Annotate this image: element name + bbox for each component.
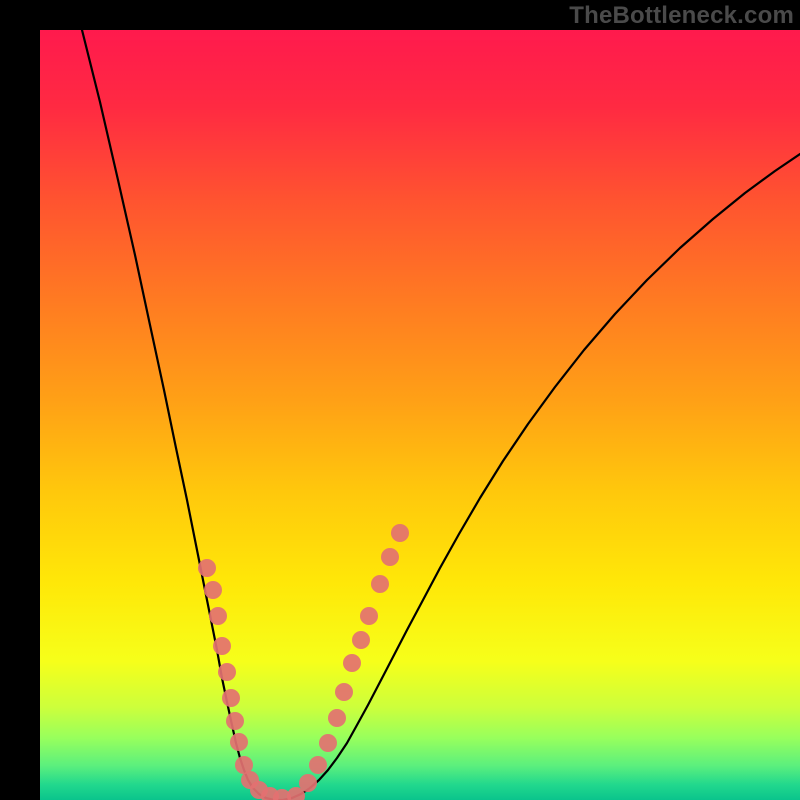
data-marker xyxy=(371,575,389,593)
data-marker xyxy=(218,663,236,681)
bottleneck-curve-chart xyxy=(40,30,800,800)
data-marker xyxy=(299,774,317,792)
data-marker xyxy=(328,709,346,727)
data-marker xyxy=(309,756,327,774)
data-marker xyxy=(381,548,399,566)
data-marker xyxy=(213,637,231,655)
chart-frame: TheBottleneck.com xyxy=(0,0,800,800)
data-marker xyxy=(222,689,240,707)
data-marker xyxy=(343,654,361,672)
plot-area xyxy=(40,30,800,800)
data-marker xyxy=(360,607,378,625)
data-marker xyxy=(230,733,248,751)
data-marker xyxy=(198,559,216,577)
data-marker xyxy=(391,524,409,542)
data-marker xyxy=(352,631,370,649)
data-marker xyxy=(335,683,353,701)
data-marker xyxy=(226,712,244,730)
data-marker xyxy=(319,734,337,752)
bottleneck-curve xyxy=(82,30,800,800)
data-marker xyxy=(209,607,227,625)
watermark-text: TheBottleneck.com xyxy=(569,2,794,30)
data-marker xyxy=(204,581,222,599)
